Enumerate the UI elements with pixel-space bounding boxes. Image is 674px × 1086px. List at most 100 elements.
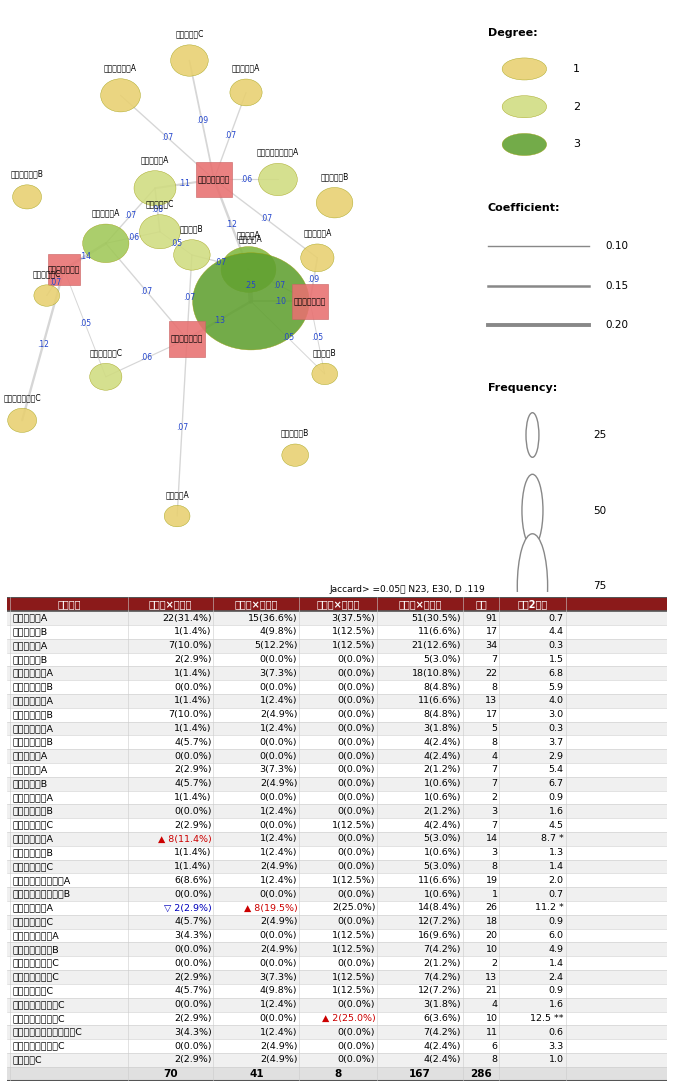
Text: 0(0.0%): 0(0.0%) (338, 696, 375, 706)
Text: ＊社会・実用化A: ＊社会・実用化A (13, 931, 59, 940)
Text: ▲ 8(11.4%): ▲ 8(11.4%) (158, 834, 212, 844)
Text: .05: .05 (311, 333, 324, 342)
Text: 0(0.0%): 0(0.0%) (260, 931, 297, 940)
Text: 6(3.6%): 6(3.6%) (423, 1014, 461, 1023)
Ellipse shape (502, 96, 547, 117)
Text: .09: .09 (307, 275, 319, 285)
Text: 0.3: 0.3 (549, 641, 563, 651)
Text: ＊育成・教育B: ＊育成・教育B (13, 848, 53, 857)
Text: 1(12.5%): 1(12.5%) (332, 972, 375, 982)
Text: 広報・発信A: 広報・発信A (92, 209, 120, 217)
Text: 3(37.5%): 3(37.5%) (332, 614, 375, 622)
Text: 2(4.9%): 2(4.9%) (260, 945, 297, 954)
Ellipse shape (171, 45, 208, 76)
Text: .09: .09 (195, 115, 208, 125)
Text: 0(0.0%): 0(0.0%) (338, 766, 375, 774)
Text: 0(0.0%): 0(0.0%) (174, 945, 212, 954)
Text: ＊育成・教育C: ＊育成・教育C (13, 862, 54, 871)
Text: 1: 1 (573, 64, 580, 74)
Text: 4: 4 (491, 1000, 497, 1009)
Ellipse shape (13, 185, 42, 209)
Text: 経営＆組織C: 経営＆組織C (32, 269, 61, 279)
FancyBboxPatch shape (7, 887, 667, 901)
Text: 21(12.6%): 21(12.6%) (412, 641, 461, 651)
Text: 1(1.4%): 1(1.4%) (174, 793, 212, 803)
Text: 0.7: 0.7 (549, 889, 563, 899)
Text: 1.6: 1.6 (549, 807, 563, 816)
Text: 1(12.5%): 1(12.5%) (332, 628, 375, 636)
Text: 41: 41 (249, 1069, 264, 1078)
Text: 0.9: 0.9 (549, 986, 563, 996)
Text: 4(2.4%): 4(2.4%) (424, 1041, 461, 1050)
Text: .07: .07 (259, 214, 272, 223)
Text: 1(2.4%): 1(2.4%) (260, 724, 297, 733)
Text: 22(31.4%): 22(31.4%) (162, 614, 212, 622)
Text: 50: 50 (593, 505, 606, 516)
Text: 0.20: 0.20 (605, 320, 628, 330)
Ellipse shape (90, 364, 122, 390)
FancyBboxPatch shape (7, 832, 667, 846)
Ellipse shape (140, 215, 181, 249)
Text: 3(7.3%): 3(7.3%) (259, 972, 297, 982)
FancyBboxPatch shape (7, 1025, 667, 1039)
Text: 有識者×実務系: 有識者×実務系 (317, 599, 360, 609)
Text: 統合指標評価C: 統合指標評価C (89, 348, 122, 357)
Text: 7(10.0%): 7(10.0%) (168, 641, 212, 651)
Text: 3.7: 3.7 (549, 737, 563, 747)
Text: 8: 8 (491, 682, 497, 692)
Text: 2(1.2%): 2(1.2%) (424, 766, 461, 774)
Text: 8: 8 (491, 1056, 497, 1064)
Text: 1(1.4%): 1(1.4%) (174, 724, 212, 733)
FancyBboxPatch shape (7, 639, 667, 653)
Text: 11.2 *: 11.2 * (534, 904, 563, 912)
Text: ▲ 2(25.0%): ▲ 2(25.0%) (321, 1014, 375, 1023)
Text: Coefficient:: Coefficient: (488, 203, 561, 213)
FancyBboxPatch shape (7, 721, 667, 735)
Text: 3(7.3%): 3(7.3%) (259, 669, 297, 678)
Text: 12(7.2%): 12(7.2%) (418, 986, 461, 996)
Text: 3.3: 3.3 (549, 1041, 563, 1050)
Text: 4(5.7%): 4(5.7%) (174, 779, 212, 788)
Text: 1(2.4%): 1(2.4%) (260, 848, 297, 857)
Text: 0(0.0%): 0(0.0%) (338, 752, 375, 760)
Text: 育成・教育A: 育成・教育A (303, 228, 332, 238)
Text: 1(12.5%): 1(12.5%) (332, 931, 375, 940)
Text: 0(0.0%): 0(0.0%) (338, 737, 375, 747)
Text: 研究論文B: 研究論文B (180, 224, 204, 233)
Text: 有識者×管理系: 有識者×管理系 (398, 599, 442, 609)
Text: 8.7 *: 8.7 * (541, 834, 563, 844)
Text: 外部者評価C: 外部者評価C (146, 199, 174, 207)
Text: ▽ 2(2.9%): ▽ 2(2.9%) (164, 904, 212, 912)
Text: .07: .07 (273, 281, 285, 290)
FancyBboxPatch shape (7, 1011, 667, 1025)
Ellipse shape (312, 363, 338, 384)
FancyBboxPatch shape (7, 694, 667, 708)
Text: 1.6: 1.6 (549, 1000, 563, 1009)
Text: 1(1.4%): 1(1.4%) (174, 862, 212, 871)
Text: 異分野連携B: 異分野連携B (281, 429, 309, 438)
Text: 4.5: 4.5 (549, 821, 563, 830)
Text: ＊異分野連携A: ＊異分野連携A (13, 724, 54, 733)
Text: 0(0.0%): 0(0.0%) (174, 807, 212, 816)
Text: 3.0: 3.0 (549, 710, 563, 719)
Text: 1(12.5%): 1(12.5%) (332, 945, 375, 954)
Text: 8: 8 (491, 862, 497, 871)
Text: ＊地域連携A: ＊地域連携A (13, 766, 48, 774)
Text: 3(1.8%): 3(1.8%) (423, 724, 461, 733)
Text: 中コード: 中コード (57, 599, 81, 609)
Text: ＊研究論文A: ＊研究論文A (13, 614, 48, 622)
Text: 2(2.9%): 2(2.9%) (174, 655, 212, 664)
Text: 0(0.0%): 0(0.0%) (338, 834, 375, 844)
Text: 1(12.5%): 1(12.5%) (332, 875, 375, 885)
Text: 0(0.0%): 0(0.0%) (338, 1000, 375, 1009)
Text: ＊経営＆組織A: ＊経営＆組織A (13, 793, 54, 803)
FancyBboxPatch shape (7, 667, 667, 680)
Text: 4(9.8%): 4(9.8%) (260, 628, 297, 636)
Text: 2: 2 (491, 959, 497, 968)
FancyBboxPatch shape (7, 597, 667, 611)
Text: 6(8.6%): 6(8.6%) (174, 875, 212, 885)
FancyBboxPatch shape (169, 321, 205, 357)
Text: ＊研究者・研究環境A: ＊研究者・研究環境A (13, 875, 71, 885)
Text: 3: 3 (491, 848, 497, 857)
Text: 0(0.0%): 0(0.0%) (174, 959, 212, 968)
